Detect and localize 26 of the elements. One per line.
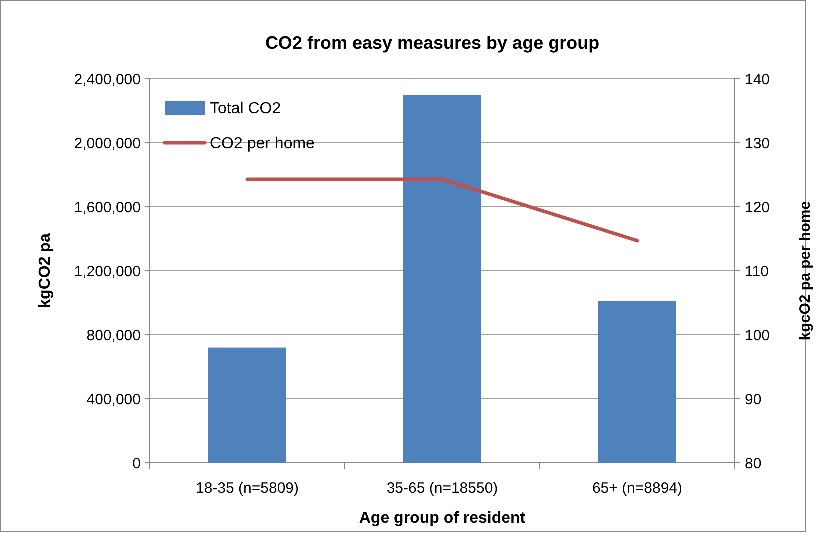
y-tick-label: 400,000: [86, 391, 141, 408]
y2-tick-label: 130: [745, 135, 770, 152]
y-tick-label: 0: [132, 455, 141, 472]
x-tick-label: 18-35 (n=5809): [196, 480, 299, 497]
y2-tick-label: 120: [745, 199, 770, 216]
y-tick-label: 1,600,000: [74, 199, 141, 216]
x-tick-label: 35-65 (n=18550): [386, 480, 498, 497]
legend-label: Total CO2: [210, 100, 282, 118]
y2-tick-label: 80: [745, 455, 762, 472]
y2-axis-title: kgcO2 pa per home: [797, 201, 814, 341]
y-axis-title: kgCO2 pa: [37, 234, 54, 308]
bar: [404, 95, 482, 463]
x-tick-label: 65+ (n=8894): [592, 480, 683, 497]
bar: [208, 348, 286, 463]
y-tick-label: 2,000,000: [74, 135, 141, 152]
x-axis-title: Age group of resident: [359, 510, 526, 527]
y-tick-label: 1,200,000: [74, 263, 141, 280]
y-tick-label: 2,400,000: [74, 71, 141, 88]
y2-tick-label: 100: [745, 327, 770, 344]
y2-tick-label: 90: [745, 391, 762, 408]
y2-tick-label: 110: [745, 263, 769, 280]
bar: [598, 301, 676, 463]
y-tick-label: 800,000: [86, 327, 141, 344]
chart-title: CO2 from easy measures by age group: [265, 33, 600, 53]
legend-label: CO2 per home: [210, 136, 316, 153]
y2-tick-label: 140: [745, 71, 770, 88]
